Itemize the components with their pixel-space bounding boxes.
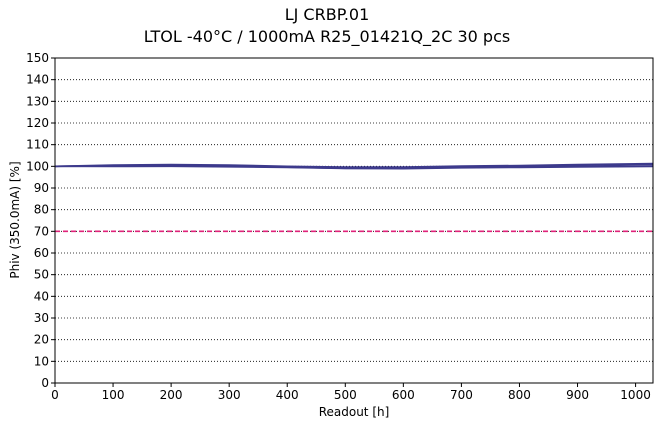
- chart-subtitle: LTOL -40°C / 1000mA R25_01421Q_2C 30 pcs: [143, 27, 511, 46]
- chart-title: LJ CRBP.01: [284, 5, 370, 24]
- y-tick-label: 60: [34, 246, 49, 260]
- y-tick-label: 130: [26, 94, 49, 108]
- y-tick-label: 20: [34, 333, 49, 347]
- series-line-3: [54, 162, 654, 168]
- x-axis-label: Readout [h]: [319, 405, 390, 419]
- y-tick-label: 90: [34, 181, 49, 195]
- x-tick-label: 900: [566, 388, 589, 402]
- plot-frame: [54, 57, 654, 384]
- y-tick-label: 0: [41, 376, 49, 390]
- x-tick-label: 400: [276, 388, 299, 402]
- y-tick-label: 70: [34, 224, 49, 238]
- x-tick-label: 1000: [620, 388, 651, 402]
- x-tick-label: 0: [51, 388, 59, 402]
- y-tick-label: 80: [34, 203, 49, 217]
- y-axis-label: Phiv (350.0mA) [%]: [8, 161, 22, 278]
- x-tick-label: 100: [102, 388, 125, 402]
- y-tick-label: 100: [26, 159, 49, 173]
- y-axis: 0 10 20 30 40 50 60 70 80 90 100 110 120 130 140 150: [26, 51, 55, 390]
- y-tick-label: 120: [26, 116, 49, 130]
- y-tick-label: 30: [34, 311, 49, 325]
- x-axis: 0 100 200 300 400 500 600 700 800 900 1000: [51, 383, 651, 402]
- x-tick-label: 300: [218, 388, 241, 402]
- grid-lines: [55, 79, 653, 362]
- x-tick-label: 200: [160, 388, 183, 402]
- y-tick-label: 50: [34, 268, 49, 282]
- x-tick-label: 500: [334, 388, 357, 402]
- y-tick-label: 110: [26, 138, 49, 152]
- y-tick-label: 10: [34, 354, 49, 368]
- x-tick-label: 800: [508, 388, 531, 402]
- y-tick-label: 140: [26, 73, 49, 87]
- series-group: [54, 162, 654, 170]
- x-tick-label: 700: [450, 388, 473, 402]
- y-tick-label: 40: [34, 289, 49, 303]
- y-tick-label: 150: [26, 51, 49, 65]
- series-line-4: [54, 165, 654, 170]
- x-tick-label: 600: [392, 388, 415, 402]
